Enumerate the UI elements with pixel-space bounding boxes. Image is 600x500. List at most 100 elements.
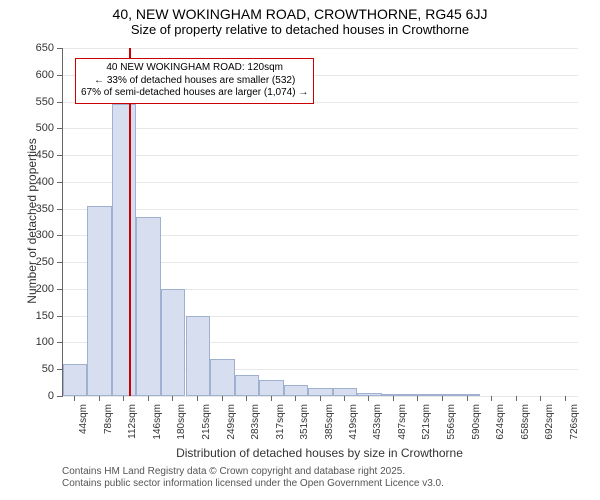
chart-container: 40, NEW WOKINGHAM ROAD, CROWTHORNE, RG45… — [0, 0, 600, 500]
y-tick-mark — [57, 262, 62, 263]
x-tick-label: 317sqm — [275, 404, 286, 452]
x-tick-label: 78sqm — [103, 404, 114, 452]
grid-line — [63, 209, 578, 210]
x-tick-label: 624sqm — [495, 404, 506, 452]
plot-area: 40 NEW WOKINGHAM ROAD: 120sqm ← 33% of d… — [62, 48, 578, 397]
x-tick-mark — [516, 396, 517, 401]
histogram-bar — [186, 316, 210, 396]
x-tick-label: 112sqm — [127, 404, 138, 452]
y-tick-mark — [57, 48, 62, 49]
histogram-bar — [136, 217, 160, 396]
x-tick-label: 658sqm — [520, 404, 531, 452]
y-tick-label: 200 — [24, 283, 54, 295]
y-tick-label: 300 — [24, 229, 54, 241]
x-tick-mark — [74, 396, 75, 401]
histogram-bar — [333, 388, 357, 396]
x-tick-label: 385sqm — [324, 404, 335, 452]
x-tick-mark — [368, 396, 369, 401]
annotation-line-2: ← 33% of detached houses are smaller (53… — [81, 75, 308, 88]
y-tick-mark — [57, 316, 62, 317]
x-tick-mark — [148, 396, 149, 401]
histogram-bar — [308, 388, 332, 396]
x-tick-mark — [467, 396, 468, 401]
annotation-line-1: 40 NEW WOKINGHAM ROAD: 120sqm — [81, 62, 308, 75]
histogram-bar — [87, 206, 111, 396]
y-tick-mark — [57, 289, 62, 290]
y-tick-mark — [57, 182, 62, 183]
y-tick-label: 600 — [24, 69, 54, 81]
y-tick-label: 450 — [24, 149, 54, 161]
y-tick-label: 400 — [24, 176, 54, 188]
x-tick-mark — [197, 396, 198, 401]
x-tick-label: 726sqm — [569, 404, 580, 452]
y-tick-label: 350 — [24, 203, 54, 215]
x-tick-label: 556sqm — [446, 404, 457, 452]
y-tick-label: 50 — [24, 363, 54, 375]
x-tick-label: 419sqm — [348, 404, 359, 452]
histogram-bar — [431, 394, 455, 396]
histogram-bar — [456, 394, 480, 396]
x-tick-label: 521sqm — [421, 404, 432, 452]
x-tick-mark — [491, 396, 492, 401]
x-tick-label: 351sqm — [299, 404, 310, 452]
histogram-bar — [112, 104, 136, 396]
y-tick-label: 650 — [24, 42, 54, 54]
y-tick-mark — [57, 396, 62, 397]
x-tick-mark — [123, 396, 124, 401]
x-tick-label: 692sqm — [544, 404, 555, 452]
x-tick-label: 215sqm — [201, 404, 212, 452]
histogram-bar — [161, 289, 185, 396]
x-tick-label: 180sqm — [176, 404, 187, 452]
x-tick-mark — [393, 396, 394, 401]
grid-line — [63, 128, 578, 129]
x-tick-label: 283sqm — [250, 404, 261, 452]
y-tick-mark — [57, 235, 62, 236]
histogram-bar — [63, 364, 87, 396]
x-tick-mark — [271, 396, 272, 401]
grid-line — [63, 155, 578, 156]
y-tick-label: 100 — [24, 336, 54, 348]
x-tick-label: 590sqm — [471, 404, 482, 452]
x-tick-mark — [417, 396, 418, 401]
x-tick-mark — [295, 396, 296, 401]
y-tick-mark — [57, 155, 62, 156]
x-tick-label: 453sqm — [372, 404, 383, 452]
y-tick-mark — [57, 369, 62, 370]
y-tick-label: 550 — [24, 96, 54, 108]
histogram-bar — [210, 359, 234, 396]
y-tick-mark — [57, 209, 62, 210]
annotation-line-3: 67% of semi-detached houses are larger (… — [81, 87, 308, 100]
y-tick-mark — [57, 102, 62, 103]
x-tick-mark — [246, 396, 247, 401]
grid-line — [63, 182, 578, 183]
x-tick-mark — [320, 396, 321, 401]
x-tick-mark — [172, 396, 173, 401]
x-tick-label: 146sqm — [152, 404, 163, 452]
x-tick-label: 44sqm — [78, 404, 89, 452]
x-tick-mark — [99, 396, 100, 401]
x-tick-mark — [442, 396, 443, 401]
x-tick-label: 249sqm — [226, 404, 237, 452]
y-tick-label: 0 — [24, 390, 54, 402]
chart-subtitle: Size of property relative to detached ho… — [0, 22, 600, 41]
chart-title: 40, NEW WOKINGHAM ROAD, CROWTHORNE, RG45… — [0, 0, 600, 22]
grid-line — [63, 396, 578, 397]
y-tick-mark — [57, 75, 62, 76]
histogram-bar — [235, 375, 259, 396]
x-tick-mark — [565, 396, 566, 401]
x-tick-mark — [344, 396, 345, 401]
x-tick-mark — [540, 396, 541, 401]
y-tick-mark — [57, 128, 62, 129]
y-tick-label: 500 — [24, 122, 54, 134]
footer-line-2: Contains public sector information licen… — [62, 478, 444, 490]
y-tick-label: 150 — [24, 310, 54, 322]
grid-line — [63, 48, 578, 49]
x-tick-label: 487sqm — [397, 404, 408, 452]
footer-line-1: Contains HM Land Registry data © Crown c… — [62, 466, 444, 478]
y-tick-mark — [57, 342, 62, 343]
x-axis-label: Distribution of detached houses by size … — [62, 446, 577, 460]
annotation-box: 40 NEW WOKINGHAM ROAD: 120sqm ← 33% of d… — [75, 58, 314, 104]
y-tick-label: 250 — [24, 256, 54, 268]
x-tick-mark — [222, 396, 223, 401]
histogram-bar — [259, 380, 283, 396]
